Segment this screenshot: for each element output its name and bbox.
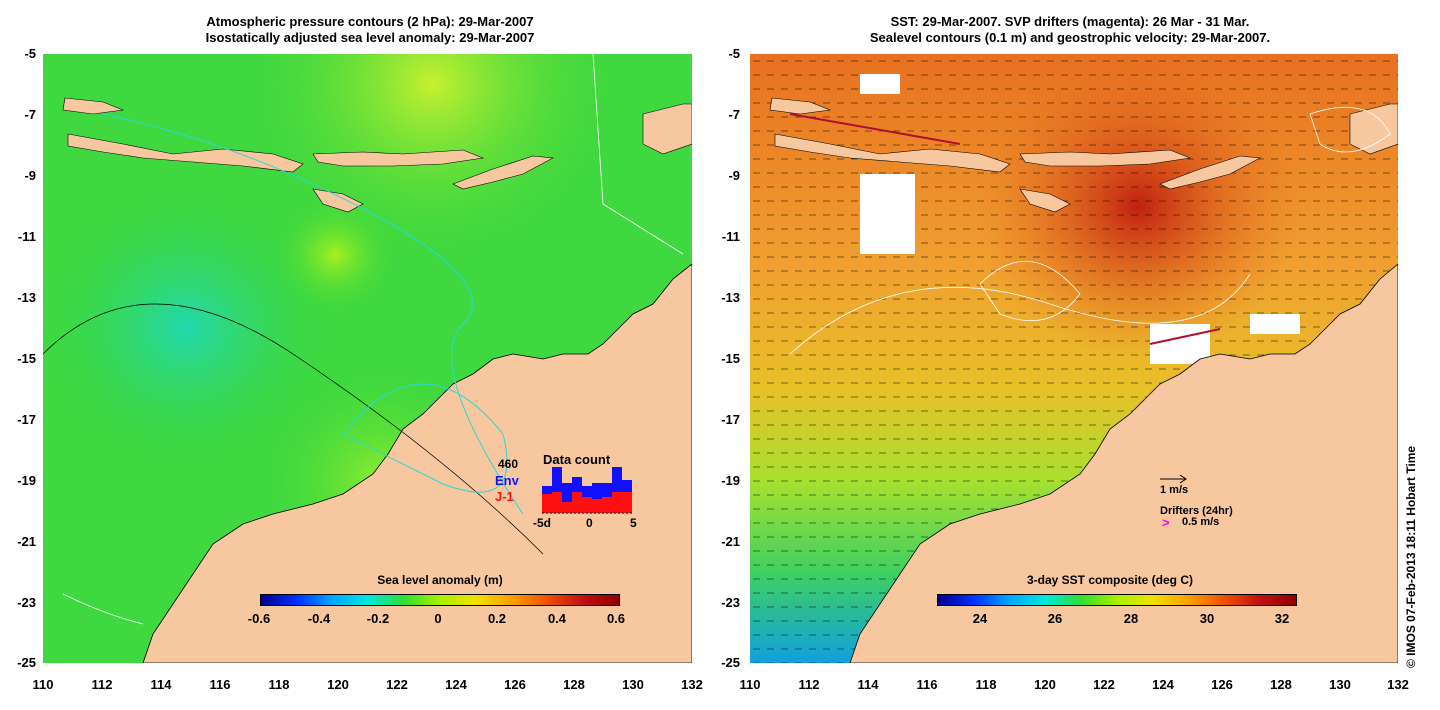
x-tick: 122 xyxy=(1093,677,1115,692)
velocity-scale-label: 1 m/s xyxy=(1160,484,1189,496)
sla-colorbar-tick: -0.4 xyxy=(307,611,331,626)
x-tick: 118 xyxy=(268,677,290,692)
y-tick: -23 xyxy=(17,595,36,610)
x-tick: 120 xyxy=(327,677,349,692)
y-tick: -13 xyxy=(17,290,36,305)
left-title-line1: Atmospheric pressure contours (2 hPa): 2… xyxy=(206,14,534,29)
data-count-axis-label: -5d xyxy=(533,516,551,530)
sst-colorbar-tick: 24 xyxy=(972,611,988,626)
y-tick: -7 xyxy=(728,107,740,122)
cloud-gaps xyxy=(860,74,1300,364)
x-tick: 132 xyxy=(1387,677,1409,692)
australia-land xyxy=(142,263,692,663)
y-tick: -25 xyxy=(721,655,740,670)
y-tick: -11 xyxy=(721,229,740,244)
y-tick: -19 xyxy=(17,473,36,488)
sla-colorbar xyxy=(260,594,620,606)
velocity-arrow-icon xyxy=(1160,474,1187,484)
y-tick: -5 xyxy=(728,46,740,61)
x-tick: 122 xyxy=(386,677,408,692)
x-tick: 112 xyxy=(798,677,820,692)
java-island xyxy=(67,133,304,173)
sst-colorbar-tick: 32 xyxy=(1274,611,1290,626)
j1-label: J-1 xyxy=(495,489,514,504)
drifters-speed-label: 0.5 m/s xyxy=(1182,516,1220,528)
x-tick: 120 xyxy=(1034,677,1056,692)
sla-colorbar-tick: -0.2 xyxy=(366,611,390,626)
y-tick: -13 xyxy=(721,290,740,305)
sla-colorbar-tick: 0.4 xyxy=(547,611,567,626)
x-tick: 116 xyxy=(209,677,231,692)
x-tick: 116 xyxy=(916,677,938,692)
right-title-line1: SST: 29-Mar-2007. SVP drifters (magenta)… xyxy=(890,14,1250,29)
right-title-line2: Sealevel contours (0.1 m) and geostrophi… xyxy=(869,30,1271,45)
sla-map-graphic xyxy=(43,54,692,663)
x-tick: 126 xyxy=(1211,677,1233,692)
y-tick: -5 xyxy=(24,46,36,61)
imos-credit: © IMOS 07-Feb-2013 18:11 Hobart Time xyxy=(1404,445,1418,668)
sst-map xyxy=(750,54,1398,663)
y-tick: -23 xyxy=(721,595,740,610)
data-count-axis-label: 5 xyxy=(630,516,637,530)
data-count-axis-label: 0 xyxy=(586,516,593,530)
data-count-title: Data count xyxy=(543,452,611,467)
x-tick: 110 xyxy=(32,677,54,692)
y-tick: -7 xyxy=(24,107,36,122)
y-tick: -15 xyxy=(17,351,36,366)
x-tick: 124 xyxy=(1152,677,1174,692)
drifter-arrow-icon: > xyxy=(1162,515,1170,530)
sst-colorbar xyxy=(937,594,1297,606)
sst-colorbar-tick: 28 xyxy=(1123,611,1139,626)
sst-map-graphic xyxy=(750,54,1398,663)
sst-colorbar-label: 3-day SST composite (deg C) xyxy=(1026,573,1194,587)
x-tick: 114 xyxy=(150,677,172,692)
y-tick: -19 xyxy=(721,473,740,488)
x-tick: 118 xyxy=(975,677,997,692)
x-tick: 132 xyxy=(681,677,703,692)
x-tick: 114 xyxy=(857,677,879,692)
x-tick: 112 xyxy=(91,677,113,692)
sst-colorbar-tick: 30 xyxy=(1199,611,1215,626)
env-label: Env xyxy=(495,473,519,488)
sla-colorbar-tick: 0.6 xyxy=(606,611,626,626)
x-tick: 128 xyxy=(563,677,585,692)
sla-colorbar-label: Sea level anomaly (m) xyxy=(377,573,503,587)
y-tick: -21 xyxy=(721,534,740,549)
sla-colorbar-tick: 0.2 xyxy=(487,611,507,626)
y-tick: -11 xyxy=(17,229,36,244)
y-tick: -9 xyxy=(728,168,740,183)
x-tick: 130 xyxy=(622,677,644,692)
y-tick: -17 xyxy=(17,412,36,427)
x-tick: 124 xyxy=(445,677,467,692)
y-tick: -21 xyxy=(17,534,36,549)
drifters-label: Drifters (24hr) xyxy=(1160,505,1233,517)
left-title-line2: Isostatically adjusted sea level anomaly… xyxy=(205,30,535,45)
sla-colorbar-tick: -0.6 xyxy=(247,611,271,626)
data-count-histogram xyxy=(542,467,634,514)
australia-land xyxy=(849,263,1398,663)
data-count-max: 460 xyxy=(498,457,519,471)
y-tick: -25 xyxy=(17,655,36,670)
sst-colorbar-tick: 26 xyxy=(1047,611,1063,626)
x-tick: 126 xyxy=(504,677,526,692)
x-tick: 110 xyxy=(739,677,761,692)
y-tick: -17 xyxy=(721,412,740,427)
sea-level-anomaly-map xyxy=(43,54,692,663)
y-tick: -15 xyxy=(721,351,740,366)
x-tick: 128 xyxy=(1270,677,1292,692)
y-tick: -9 xyxy=(24,168,36,183)
x-tick: 130 xyxy=(1329,677,1351,692)
sla-colorbar-tick: 0 xyxy=(434,611,442,626)
